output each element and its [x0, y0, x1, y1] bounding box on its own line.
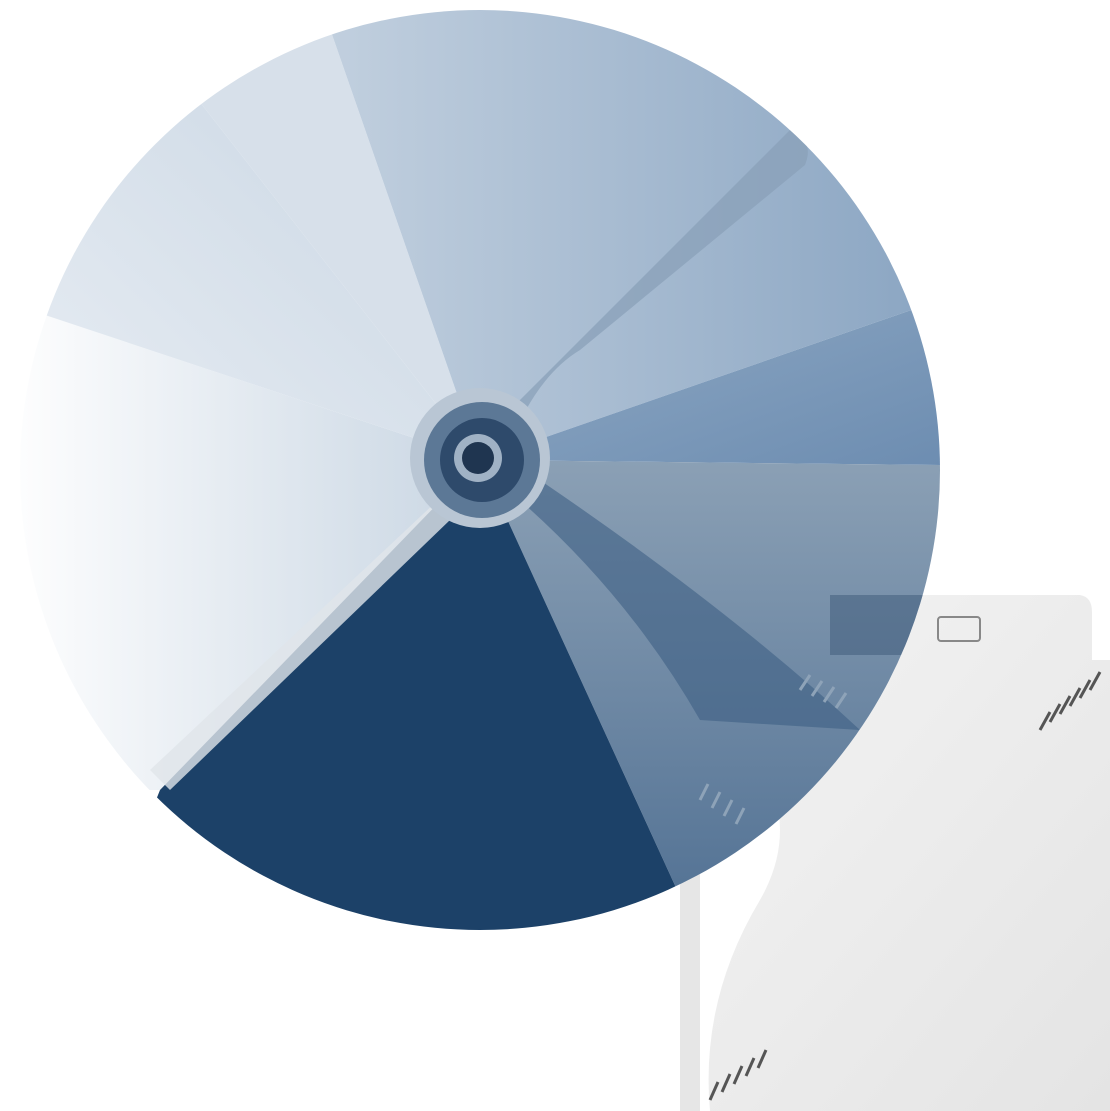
illustration	[20, 10, 1110, 1111]
page: {}	[20, 10, 1110, 1111]
